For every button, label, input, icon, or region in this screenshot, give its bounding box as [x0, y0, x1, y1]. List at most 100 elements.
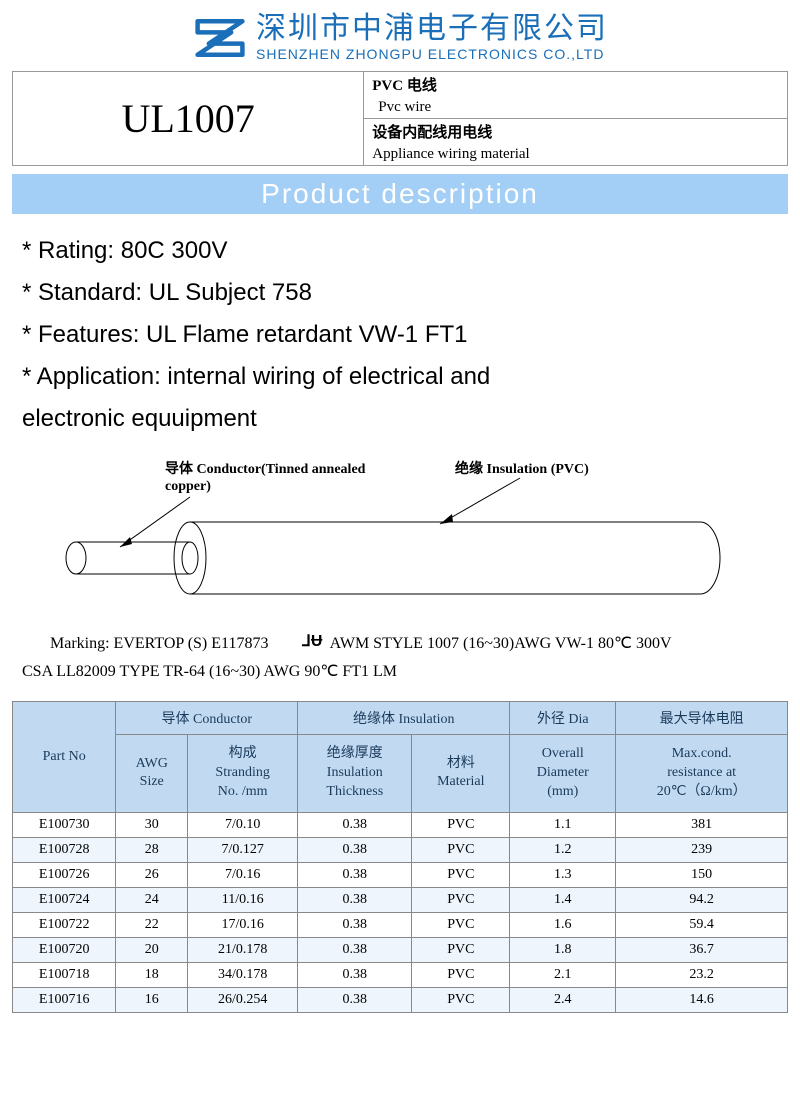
cell-awg: 22	[116, 912, 188, 937]
app-en: Appliance wiring material	[364, 144, 787, 165]
cell-mat: PVC	[412, 837, 510, 862]
cell-awg: 20	[116, 937, 188, 962]
cell-mat: PVC	[412, 962, 510, 987]
cell-thick: 0.38	[298, 837, 412, 862]
cell-dia: 1.3	[510, 862, 616, 887]
cell-dia: 1.4	[510, 887, 616, 912]
table-row: E1007222217/0.160.38PVC1.659.4	[13, 912, 788, 937]
cell-dia: 2.1	[510, 962, 616, 987]
table-row: E1007181834/0.1780.38PVC2.123.2	[13, 962, 788, 987]
cell-thick: 0.38	[298, 962, 412, 987]
cell-dia: 1.1	[510, 812, 616, 837]
cell-mat: PVC	[412, 987, 510, 1012]
section-bar: Product description	[12, 174, 788, 214]
title-right: PVC 电线 Pvc wire 设备内配线用电线 Appliance wirin…	[363, 72, 787, 165]
company-names: 深圳市中浦电子有限公司 SHENZHEN ZHONGPU ELECTRONICS…	[256, 14, 608, 62]
ul-mark-icon: ⅃Ʉ	[274, 631, 324, 658]
cell-res: 150	[616, 862, 788, 887]
sub-stranding: 构成StrandingNo. /mm	[188, 735, 298, 813]
title-block: UL1007 PVC 电线 Pvc wire 设备内配线用电线 Applianc…	[12, 71, 788, 166]
spec-application-2: electronic equuipment	[22, 398, 778, 440]
cell-mat: PVC	[412, 812, 510, 837]
spec-rating: * Rating: 80C 300V	[22, 230, 778, 272]
table-row: E1007202021/0.1780.38PVC1.836.7	[13, 937, 788, 962]
cell-mat: PVC	[412, 887, 510, 912]
cell-part: E100716	[13, 987, 116, 1012]
cell-part: E100722	[13, 912, 116, 937]
spec-table: Part No 导体 Conductor 绝缘体 Insulation 外径 D…	[12, 701, 788, 1013]
cell-awg: 18	[116, 962, 188, 987]
cell-strand: 17/0.16	[188, 912, 298, 937]
cell-res: 239	[616, 837, 788, 862]
cell-strand: 34/0.178	[188, 962, 298, 987]
cell-res: 94.2	[616, 887, 788, 912]
cell-strand: 7/0.16	[188, 862, 298, 887]
cell-mat: PVC	[412, 937, 510, 962]
cell-thick: 0.38	[298, 862, 412, 887]
sub-overall: OverallDiameter(mm)	[510, 735, 616, 813]
cell-part: E100728	[13, 837, 116, 862]
cell-strand: 11/0.16	[188, 887, 298, 912]
sub-maxcond: Max.cond.resistance at20℃（Ω/km）	[616, 735, 788, 813]
cell-part: E100730	[13, 812, 116, 837]
sub-awg: AWGSize	[116, 735, 188, 813]
table-row: E100730307/0.100.38PVC1.1381	[13, 812, 788, 837]
cell-part: E100720	[13, 937, 116, 962]
col-dia: 外径 Dia	[510, 702, 616, 735]
product-code: UL1007	[13, 72, 363, 165]
cell-part: E100724	[13, 887, 116, 912]
cell-dia: 1.2	[510, 837, 616, 862]
marking-line-1: Marking: EVERTOP (S) E117873 ⅃Ʉ AWM STYL…	[22, 630, 778, 658]
wire-svg	[60, 462, 740, 612]
marking-line1-pre: Marking: EVERTOP (S) E117873	[50, 635, 268, 652]
company-name-en: SHENZHEN ZHONGPU ELECTRONICS CO.,LTD	[256, 46, 608, 62]
company-header: 深圳市中浦电子有限公司 SHENZHEN ZHONGPU ELECTRONICS…	[0, 0, 800, 71]
pvc-en: Pvc wire	[364, 97, 787, 118]
cell-thick: 0.38	[298, 887, 412, 912]
cell-res: 381	[616, 812, 788, 837]
col-insulation: 绝缘体 Insulation	[298, 702, 510, 735]
sub-material: 材料Material	[412, 735, 510, 813]
cell-strand: 21/0.178	[188, 937, 298, 962]
spec-standard: * Standard: UL Subject 758	[22, 272, 778, 314]
table-row: E1007161626/0.2540.38PVC2.414.6	[13, 987, 788, 1012]
cell-res: 14.6	[616, 987, 788, 1012]
cell-awg: 28	[116, 837, 188, 862]
cell-thick: 0.38	[298, 937, 412, 962]
cell-awg: 26	[116, 862, 188, 887]
pvc-cn: PVC 电线	[364, 72, 787, 97]
spec-features: * Features: UL Flame retardant VW-1 FT1	[22, 314, 778, 356]
cell-awg: 30	[116, 812, 188, 837]
app-cn: 设备内配线用电线	[364, 118, 787, 144]
cell-res: 59.4	[616, 912, 788, 937]
table-row: E1007242411/0.160.38PVC1.494.2	[13, 887, 788, 912]
cell-thick: 0.38	[298, 912, 412, 937]
cell-strand: 26/0.254	[188, 987, 298, 1012]
table-head: Part No 导体 Conductor 绝缘体 Insulation 外径 D…	[13, 702, 788, 813]
spec-application-1: * Application: internal wiring of electr…	[22, 356, 778, 398]
col-resistance: 最大导体电阻	[616, 702, 788, 735]
company-name-cn: 深圳市中浦电子有限公司	[256, 14, 608, 44]
marking-text: Marking: EVERTOP (S) E117873 ⅃Ʉ AWM STYL…	[0, 622, 800, 701]
cell-mat: PVC	[412, 912, 510, 937]
marking-line1-post: AWM STYLE 1007 (16~30)AWG VW-1 80℃ 300V	[330, 635, 672, 652]
cell-part: E100718	[13, 962, 116, 987]
svg-text:⅃Ʉ: ⅃Ʉ	[302, 633, 323, 649]
col-conductor: 导体 Conductor	[116, 702, 298, 735]
cell-strand: 7/0.10	[188, 812, 298, 837]
cell-mat: PVC	[412, 862, 510, 887]
cell-awg: 24	[116, 887, 188, 912]
table-row: E100728287/0.1270.38PVC1.2239	[13, 837, 788, 862]
cell-part: E100726	[13, 862, 116, 887]
table-body: E100730307/0.100.38PVC1.1381E100728287/0…	[13, 812, 788, 1012]
sub-insthick: 绝缘厚度InsulationThickness	[298, 735, 412, 813]
cell-strand: 7/0.127	[188, 837, 298, 862]
cell-dia: 1.8	[510, 937, 616, 962]
marking-line-2: CSA LL82009 TYPE TR-64 (16~30) AWG 90℃ F…	[22, 658, 778, 685]
cell-dia: 1.6	[510, 912, 616, 937]
company-logo	[192, 10, 248, 66]
cell-res: 36.7	[616, 937, 788, 962]
wire-diagram: 导体 Conductor(Tinned annealed copper) 绝缘 …	[60, 462, 740, 612]
cell-res: 23.2	[616, 962, 788, 987]
cell-thick: 0.38	[298, 812, 412, 837]
